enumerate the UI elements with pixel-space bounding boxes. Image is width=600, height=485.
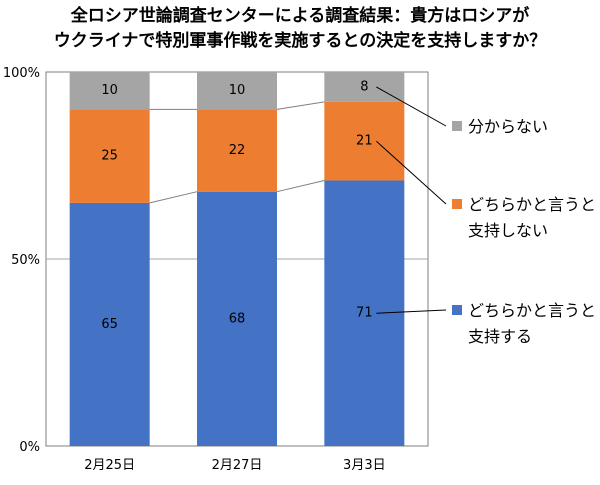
- x-tick-label: 3月3日: [343, 458, 386, 473]
- bar-segment: [197, 191, 277, 446]
- bar-segment: [324, 72, 405, 102]
- legend-label: どちらかと言うと: [468, 195, 596, 214]
- bar-segment: [69, 72, 150, 110]
- legend-marker: [452, 121, 462, 131]
- data-label: 71: [356, 306, 373, 321]
- bar-segment: [197, 72, 277, 110]
- bar-segment: [324, 101, 405, 181]
- bar-segment: [324, 180, 405, 446]
- x-tick-label: 2月25日: [84, 458, 135, 473]
- data-label: 10: [101, 83, 118, 98]
- legend-leader-line: [375, 140, 447, 205]
- data-label: 22: [229, 143, 246, 158]
- legend-leader-line: [376, 86, 447, 127]
- y-tick-label: 100%: [3, 66, 40, 81]
- legend-label: 支持しない: [468, 221, 548, 240]
- bar-segment: [69, 109, 150, 203]
- legend-marker: [452, 199, 462, 209]
- data-label: 21: [356, 134, 373, 149]
- legend-marker: [452, 305, 462, 315]
- y-tick-label: 0%: [19, 440, 40, 455]
- legend-leader-line: [376, 309, 447, 314]
- legend-label: 分からない: [468, 117, 548, 136]
- data-label: 68: [229, 311, 246, 326]
- legend-label: どちらかと言うと: [468, 301, 596, 320]
- y-tick-label: 50%: [11, 253, 40, 268]
- series-connector-line: [276, 179, 325, 193]
- title-line-1: 全ロシア世論調査センターによる調査結果：貴方はロシアが: [70, 6, 530, 26]
- data-label: 25: [101, 149, 118, 164]
- series-connector-line: [149, 191, 198, 204]
- bar-segment: [197, 109, 277, 192]
- data-label: 10: [229, 83, 246, 98]
- chart-title: 全ロシア世論調査センターによる調査結果：貴方はロシアが ウクライナで特別軍事作戦…: [0, 4, 600, 54]
- bar-segment: [69, 202, 150, 446]
- data-label: 65: [101, 317, 118, 332]
- series-connector-line: [276, 101, 325, 110]
- data-label: 8: [360, 79, 368, 94]
- legend-label: 支持する: [468, 327, 532, 346]
- title-line-2: ウクライナで特別軍事作戦を実施するとの決定を支持しますか？: [53, 31, 547, 51]
- x-tick-label: 2月27日: [212, 458, 263, 473]
